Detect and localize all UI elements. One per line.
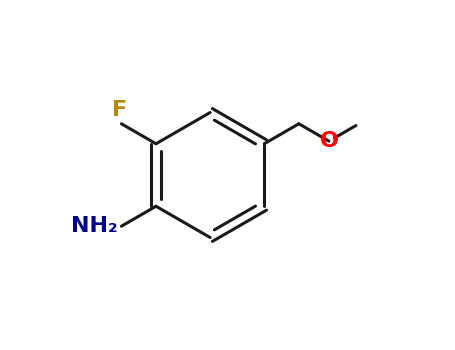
Text: O: O xyxy=(319,131,339,151)
Text: F: F xyxy=(112,100,127,120)
Text: NH₂: NH₂ xyxy=(71,216,117,236)
